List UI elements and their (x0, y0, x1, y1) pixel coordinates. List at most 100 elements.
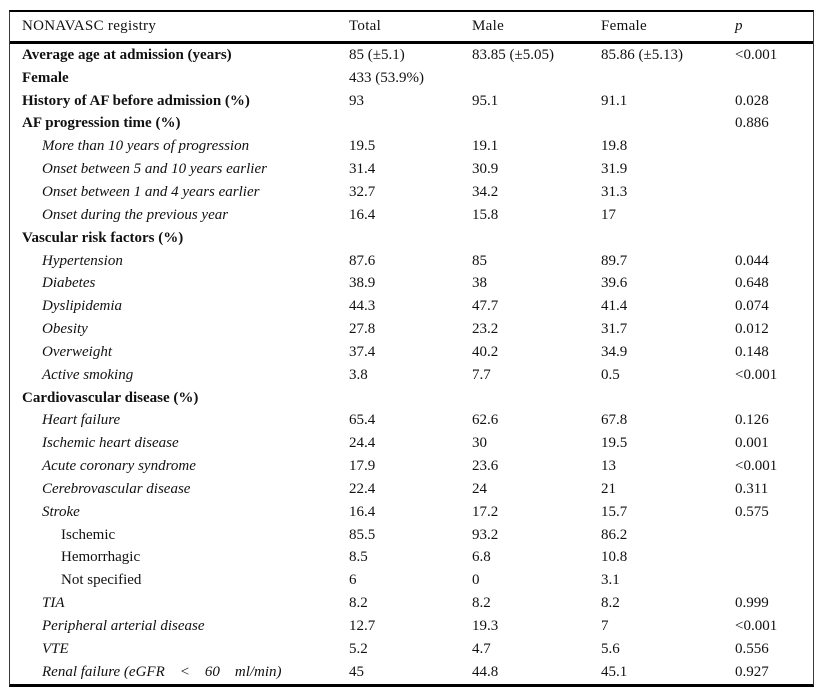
row-label: Cardiovascular disease (%) (22, 389, 199, 406)
row-label: Average age at admission (years) (22, 46, 232, 63)
table-row: History of AF before admission (%) 93 95.1… (10, 90, 813, 113)
row-label: Overweight (42, 343, 112, 360)
cell-total: 3.8 (349, 366, 368, 383)
cell-female: 34.9 (601, 343, 628, 360)
row-label: AF progression time (%) (22, 115, 181, 132)
cell-male: 38 (472, 275, 487, 292)
cell-male: 19.1 (472, 138, 499, 155)
row-label: VTE (42, 640, 69, 657)
cell-total: 6 (349, 572, 357, 589)
cell-male: 19.3 (472, 618, 499, 635)
cell-male: 15.8 (472, 206, 499, 223)
cell-male (472, 227, 601, 250)
cell-female: 8.2 (601, 595, 620, 612)
row-label: Ischemic heart disease (42, 435, 179, 452)
cell-male: 93.2 (472, 526, 499, 543)
cell-p (735, 524, 813, 547)
cell-female: 21 (601, 480, 616, 497)
cell-female (601, 227, 735, 250)
table-row: Cardiovascular disease (%) (10, 387, 813, 410)
row-label: Peripheral arterial disease (42, 618, 205, 635)
cell-p (735, 181, 813, 204)
cell-male: 23.6 (472, 458, 499, 475)
row-label: History of AF before admission (%) (22, 92, 250, 109)
cell-male: 34.2 (472, 183, 499, 200)
table-row: TIA 8.2 8.2 8.2 0.999 (10, 592, 813, 615)
cell-female: 31.9 (601, 161, 628, 178)
table-row: Average age at admission (years) 85 (±5.1… (10, 43, 813, 67)
cell-p: 0.148 (735, 343, 769, 360)
cell-p: 0.927 (735, 663, 769, 680)
row-label: Onset during the previous year (42, 206, 229, 223)
cell-male (472, 113, 601, 136)
cell-p: <0.001 (735, 618, 778, 635)
cell-total (349, 113, 472, 136)
cell-total: 87.6 (349, 252, 376, 269)
cell-female: 0.5 (601, 366, 620, 383)
table-row: Vascular risk factors (%) (10, 227, 813, 250)
table-row: Renal failure (eGFR < 60 ml/min) 45 44.8 45… (10, 661, 813, 684)
row-label: Hypertension (42, 252, 123, 269)
cell-total: 38.9 (349, 275, 376, 292)
cell-p: 0.648 (735, 275, 769, 292)
column-header-registry: NONAVASC registry (10, 12, 349, 44)
table-header: NONAVASC registry Total Male Female p (10, 12, 813, 44)
cell-male: 23.2 (472, 321, 499, 338)
table-row: Ischemic heart disease 24.4 30 19.5 0.001 (10, 432, 813, 455)
cell-female (601, 67, 735, 90)
cell-male: 24 (472, 480, 487, 497)
cell-p: <0.001 (735, 366, 778, 383)
row-label: Dyslipidemia (42, 298, 122, 315)
table-row: Hemorrhagic 8.5 6.8 10.8 (10, 547, 813, 570)
cell-total: 93 (349, 92, 364, 109)
cell-p: 0.999 (735, 595, 769, 612)
cell-total: 8.5 (349, 549, 368, 566)
table-row: Onset between 1 and 4 years earlier 32.7 3… (10, 181, 813, 204)
cell-p (735, 135, 813, 158)
row-label: Renal failure (eGFR < 60 ml/min) (42, 663, 282, 680)
cell-male: 30.9 (472, 161, 499, 178)
table-row: More than 10 years of progression 19.5 19.… (10, 135, 813, 158)
table-frame: NONAVASC registry Total Male Female p Av… (9, 10, 814, 687)
row-label: Cerebrovascular disease (42, 480, 191, 497)
cell-total: 17.9 (349, 458, 376, 475)
cell-total: 45 (349, 663, 364, 680)
table-row: Active smoking 3.8 7.7 0.5 <0.001 (10, 364, 813, 387)
cell-total: 85 (±5.1) (349, 46, 405, 63)
cell-female (601, 387, 735, 410)
table-row: Hypertension 87.6 85 89.7 0.044 (10, 250, 813, 273)
table-body: Average age at admission (years) 85 (±5.1… (10, 43, 813, 684)
cell-female: 31.3 (601, 183, 628, 200)
cell-female: 3.1 (601, 572, 620, 589)
row-label: Onset between 5 and 10 years earlier (42, 161, 267, 178)
cell-p (735, 387, 813, 410)
table-row: Onset during the previous year 16.4 15.8 17 (10, 204, 813, 227)
cell-p (735, 67, 813, 90)
row-label: Heart failure (42, 412, 121, 429)
cell-female: 41.4 (601, 298, 628, 315)
cell-total: 44.3 (349, 298, 376, 315)
cell-female: 19.8 (601, 138, 628, 155)
cell-female: 45.1 (601, 663, 628, 680)
cell-p: 0.126 (735, 412, 769, 429)
row-label: More than 10 years of progression (42, 138, 250, 155)
cell-male: 4.7 (472, 640, 491, 657)
cell-total: 16.4 (349, 206, 376, 223)
cell-male (472, 67, 601, 90)
table-row: Ischemic 85.5 93.2 86.2 (10, 524, 813, 547)
cell-male: 47.7 (472, 298, 499, 315)
cell-female (601, 113, 735, 136)
column-header-male: Male (472, 12, 601, 44)
cell-total: 8.2 (349, 595, 368, 612)
row-label: Female (22, 69, 69, 86)
cell-p (735, 227, 813, 250)
cell-total: 37.4 (349, 343, 376, 360)
cell-female: 15.7 (601, 503, 628, 520)
row-label: Not specified (61, 572, 142, 589)
cell-total: 85.5 (349, 526, 376, 543)
row-label: Ischemic (61, 526, 116, 543)
cell-p: 0.074 (735, 298, 769, 315)
cell-total (349, 387, 472, 410)
cell-female: 7 (601, 618, 609, 635)
